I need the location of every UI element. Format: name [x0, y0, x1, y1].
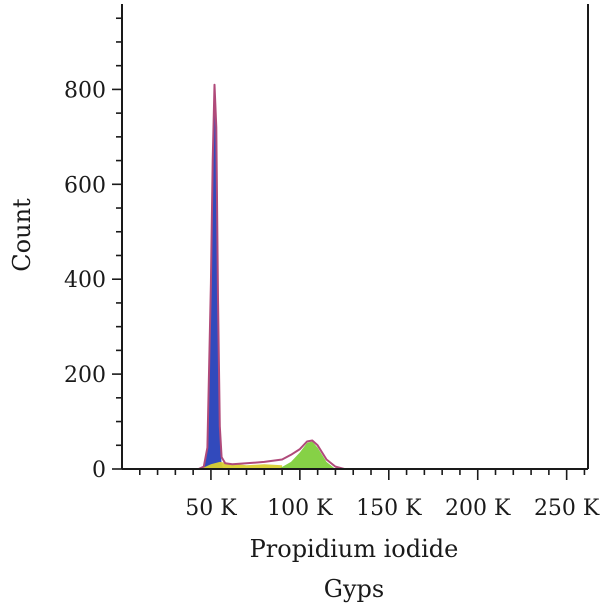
series-1-area	[200, 461, 283, 469]
x-tick-label: 100 K	[267, 496, 333, 521]
x-tick-label: 150 K	[356, 496, 422, 521]
y-tick-label: 400	[64, 268, 106, 293]
y-tick-label: 200	[64, 363, 106, 388]
x-axis-title: Propidium iodide	[250, 535, 459, 563]
x-tick-label: 200 K	[445, 496, 511, 521]
y-tick-label: 0	[92, 458, 106, 483]
y-axis-title: Count	[8, 198, 36, 272]
x-tick-label: 250 K	[534, 496, 600, 521]
x-tick-label: 50 K	[185, 496, 237, 521]
plot-marks	[122, 83, 588, 470]
y-tick-label: 600	[64, 173, 106, 198]
tick-marks	[112, 17, 586, 480]
chart-title: Gyps	[324, 575, 384, 603]
series-3-outline	[122, 83, 588, 470]
tick-labels: 0 200 400 600 800 50 K 100 K 150 K 200 K 250 K	[64, 78, 600, 521]
series-2-area	[278, 441, 336, 469]
axes	[121, 4, 589, 470]
y-tick-label: 800	[64, 78, 106, 103]
